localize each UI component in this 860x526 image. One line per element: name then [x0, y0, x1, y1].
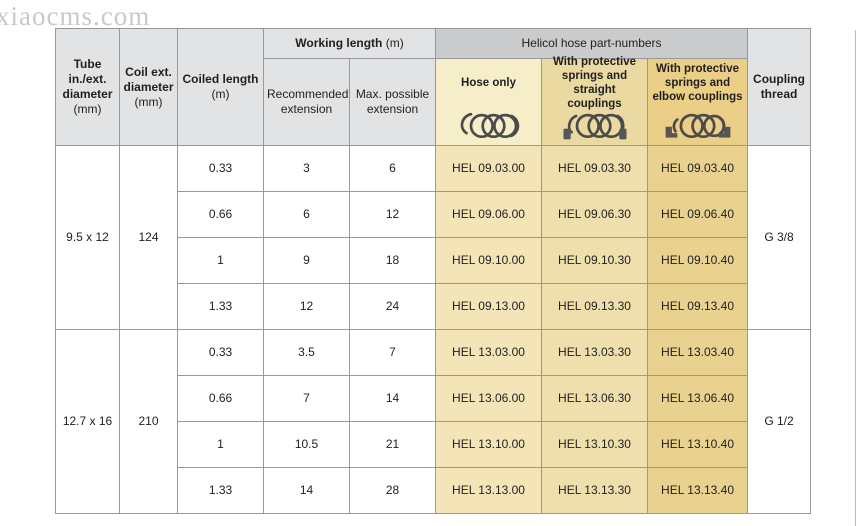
coiled-length-cell: 1 — [177, 421, 264, 468]
table-row: 12.7 x 16 210 0.33 3.5 7 HEL 13.03.00 HE… — [55, 329, 812, 514]
coil-ext-diameter-cell: 210 — [119, 329, 178, 514]
part-number-hose-only-cell: HEL 09.10.00 — [435, 237, 543, 284]
header-coil-ext-diameter: Coil ext. diameter (mm) — [119, 28, 178, 146]
header-working-length-label: Working length — [295, 36, 383, 50]
max-extension-cell: 21 — [348, 421, 437, 468]
header-elbow-couplings: With protective springs and elbow coupli… — [647, 58, 749, 146]
header-coiled-length-label: Coiled length — [182, 72, 259, 86]
header-recommended-extension: Recommended extension — [263, 58, 350, 146]
part-number-elbow-cell: HEL 13.06.40 — [647, 375, 749, 422]
table-row: 9.5 x 12 124 0.33 3 6 HEL 09.03.00 HEL 0… — [55, 145, 812, 330]
part-number-hose-only-cell: HEL 13.03.00 — [435, 329, 543, 376]
table-row: 1.33 14 28 HEL 13.13.00 HEL 13.13.30 HEL… — [56, 467, 811, 514]
header-coil-ext-diameter-unit: (mm) — [134, 94, 163, 109]
recommended-extension-cell: 6 — [263, 191, 350, 238]
part-number-elbow-cell: HEL 09.13.40 — [647, 283, 749, 330]
header-coiled-length-unit: (m) — [211, 87, 230, 101]
part-number-hose-only-cell: HEL 13.10.00 — [435, 421, 543, 468]
recommended-extension-cell: 12 — [263, 283, 350, 330]
recommended-extension-cell: 3 — [263, 145, 350, 192]
header-straight-couplings: With protective springs and straight cou… — [541, 56, 649, 146]
header-coupling-thread: Coupling thread — [747, 28, 812, 146]
header-coiled-length: Coiled length (m) — [177, 28, 264, 146]
header-part-numbers-band: Helicol hose part-numbers — [435, 28, 749, 59]
part-number-straight-cell: HEL 09.06.30 — [541, 191, 649, 238]
hose-specification-table: Tube in./ext. diameter (mm) Coil ext. di… — [55, 28, 812, 514]
header-coupling-thread-label: Coupling thread — [753, 72, 806, 101]
recommended-extension-cell: 3.5 — [263, 329, 350, 376]
max-extension-cell: 12 — [348, 191, 437, 238]
tube-diameter-cell: 12.7 x 16 — [55, 329, 120, 514]
max-extension-cell: 18 — [348, 237, 437, 284]
part-number-straight-cell: HEL 13.13.30 — [541, 467, 649, 514]
header-tube-diameter-unit: (mm) — [73, 102, 102, 116]
watermark-text: xiaocms.com — [0, 1, 151, 31]
header-elbow-couplings-label: With protective springs and elbow coupli… — [652, 63, 743, 103]
part-number-hose-only-cell: HEL 13.13.00 — [435, 467, 543, 514]
header-working-length-unit: (m) — [385, 36, 404, 50]
header-hose-only: Hose only — [435, 58, 543, 146]
header-tube-diameter: Tube in./ext. diameter (mm) — [55, 28, 120, 146]
tube-diameter-cell: 9.5 x 12 — [55, 145, 120, 330]
recommended-extension-cell: 9 — [263, 237, 350, 284]
part-number-hose-only-cell: HEL 13.06.00 — [435, 375, 543, 422]
page-edge-divider — [855, 30, 856, 526]
header-max-possible-extension: Max. possible extension — [348, 58, 437, 146]
coupling-thread-cell: G 1/2 — [747, 329, 812, 514]
part-number-elbow-cell: HEL 09.06.40 — [647, 191, 749, 238]
part-number-straight-cell: HEL 09.03.30 — [541, 145, 649, 192]
table-row: 1 9 18 HEL 09.10.00 HEL 09.10.30 HEL 09.… — [56, 237, 811, 284]
part-number-elbow-cell: HEL 09.03.40 — [647, 145, 749, 192]
header-tube-diameter-label: Tube in./ext. diameter — [62, 57, 113, 101]
hose-coil-icon — [460, 112, 519, 139]
part-number-hose-only-cell: HEL 09.13.00 — [435, 283, 543, 330]
part-number-elbow-cell: HEL 13.10.40 — [647, 421, 749, 468]
table-row: 0.66 6 12 HEL 09.06.00 HEL 09.06.30 HEL … — [56, 191, 811, 238]
recommended-extension-cell: 10.5 — [263, 421, 350, 468]
max-extension-cell: 7 — [348, 329, 437, 376]
coil-straight-couplings-icon — [563, 113, 627, 140]
header-coil-ext-diameter-label: Coil ext. diameter — [123, 64, 174, 94]
part-number-straight-cell: HEL 13.06.30 — [541, 375, 649, 422]
part-number-straight-cell: HEL 09.10.30 — [541, 237, 649, 284]
coiled-length-cell: 1 — [177, 237, 264, 284]
recommended-extension-cell: 14 — [263, 467, 350, 514]
table-row: 1 10.5 21 HEL 13.10.00 HEL 13.10.30 HEL … — [56, 421, 811, 468]
header-hose-only-label: Hose only — [461, 77, 516, 90]
coiled-length-cell: 1.33 — [177, 467, 264, 514]
part-number-straight-cell: HEL 13.10.30 — [541, 421, 649, 468]
max-extension-cell: 28 — [348, 467, 437, 514]
table-row: 0.66 7 14 HEL 13.06.00 HEL 13.06.30 HEL … — [56, 375, 811, 422]
part-number-straight-cell: HEL 09.13.30 — [541, 283, 649, 330]
part-number-elbow-cell: HEL 09.10.40 — [647, 237, 749, 284]
coil-ext-diameter-cell: 124 — [119, 145, 178, 330]
coiled-length-cell: 0.66 — [177, 191, 264, 238]
coiled-length-cell: 1.33 — [177, 283, 264, 330]
coupling-thread-cell: G 3/8 — [747, 145, 812, 330]
part-number-elbow-cell: HEL 13.03.40 — [647, 329, 749, 376]
header-working-length: Working length (m) — [262, 28, 437, 59]
coiled-length-cell: 0.33 — [177, 145, 264, 192]
max-extension-cell: 6 — [348, 145, 437, 192]
coiled-length-cell: 0.33 — [177, 329, 264, 376]
recommended-extension-cell: 7 — [263, 375, 350, 422]
coiled-length-cell: 0.66 — [177, 375, 264, 422]
max-extension-cell: 24 — [348, 283, 437, 330]
header-straight-couplings-label: With protective springs and straight cou… — [553, 56, 636, 110]
table-row: 1.33 12 24 HEL 09.13.00 HEL 09.13.30 HEL… — [56, 283, 811, 330]
max-extension-cell: 14 — [348, 375, 437, 422]
part-number-elbow-cell: HEL 13.13.40 — [647, 467, 749, 514]
part-number-hose-only-cell: HEL 09.06.00 — [435, 191, 543, 238]
part-number-hose-only-cell: HEL 09.03.00 — [435, 145, 543, 192]
part-number-straight-cell: HEL 13.03.30 — [541, 329, 649, 376]
coil-elbow-couplings-icon — [665, 113, 730, 139]
